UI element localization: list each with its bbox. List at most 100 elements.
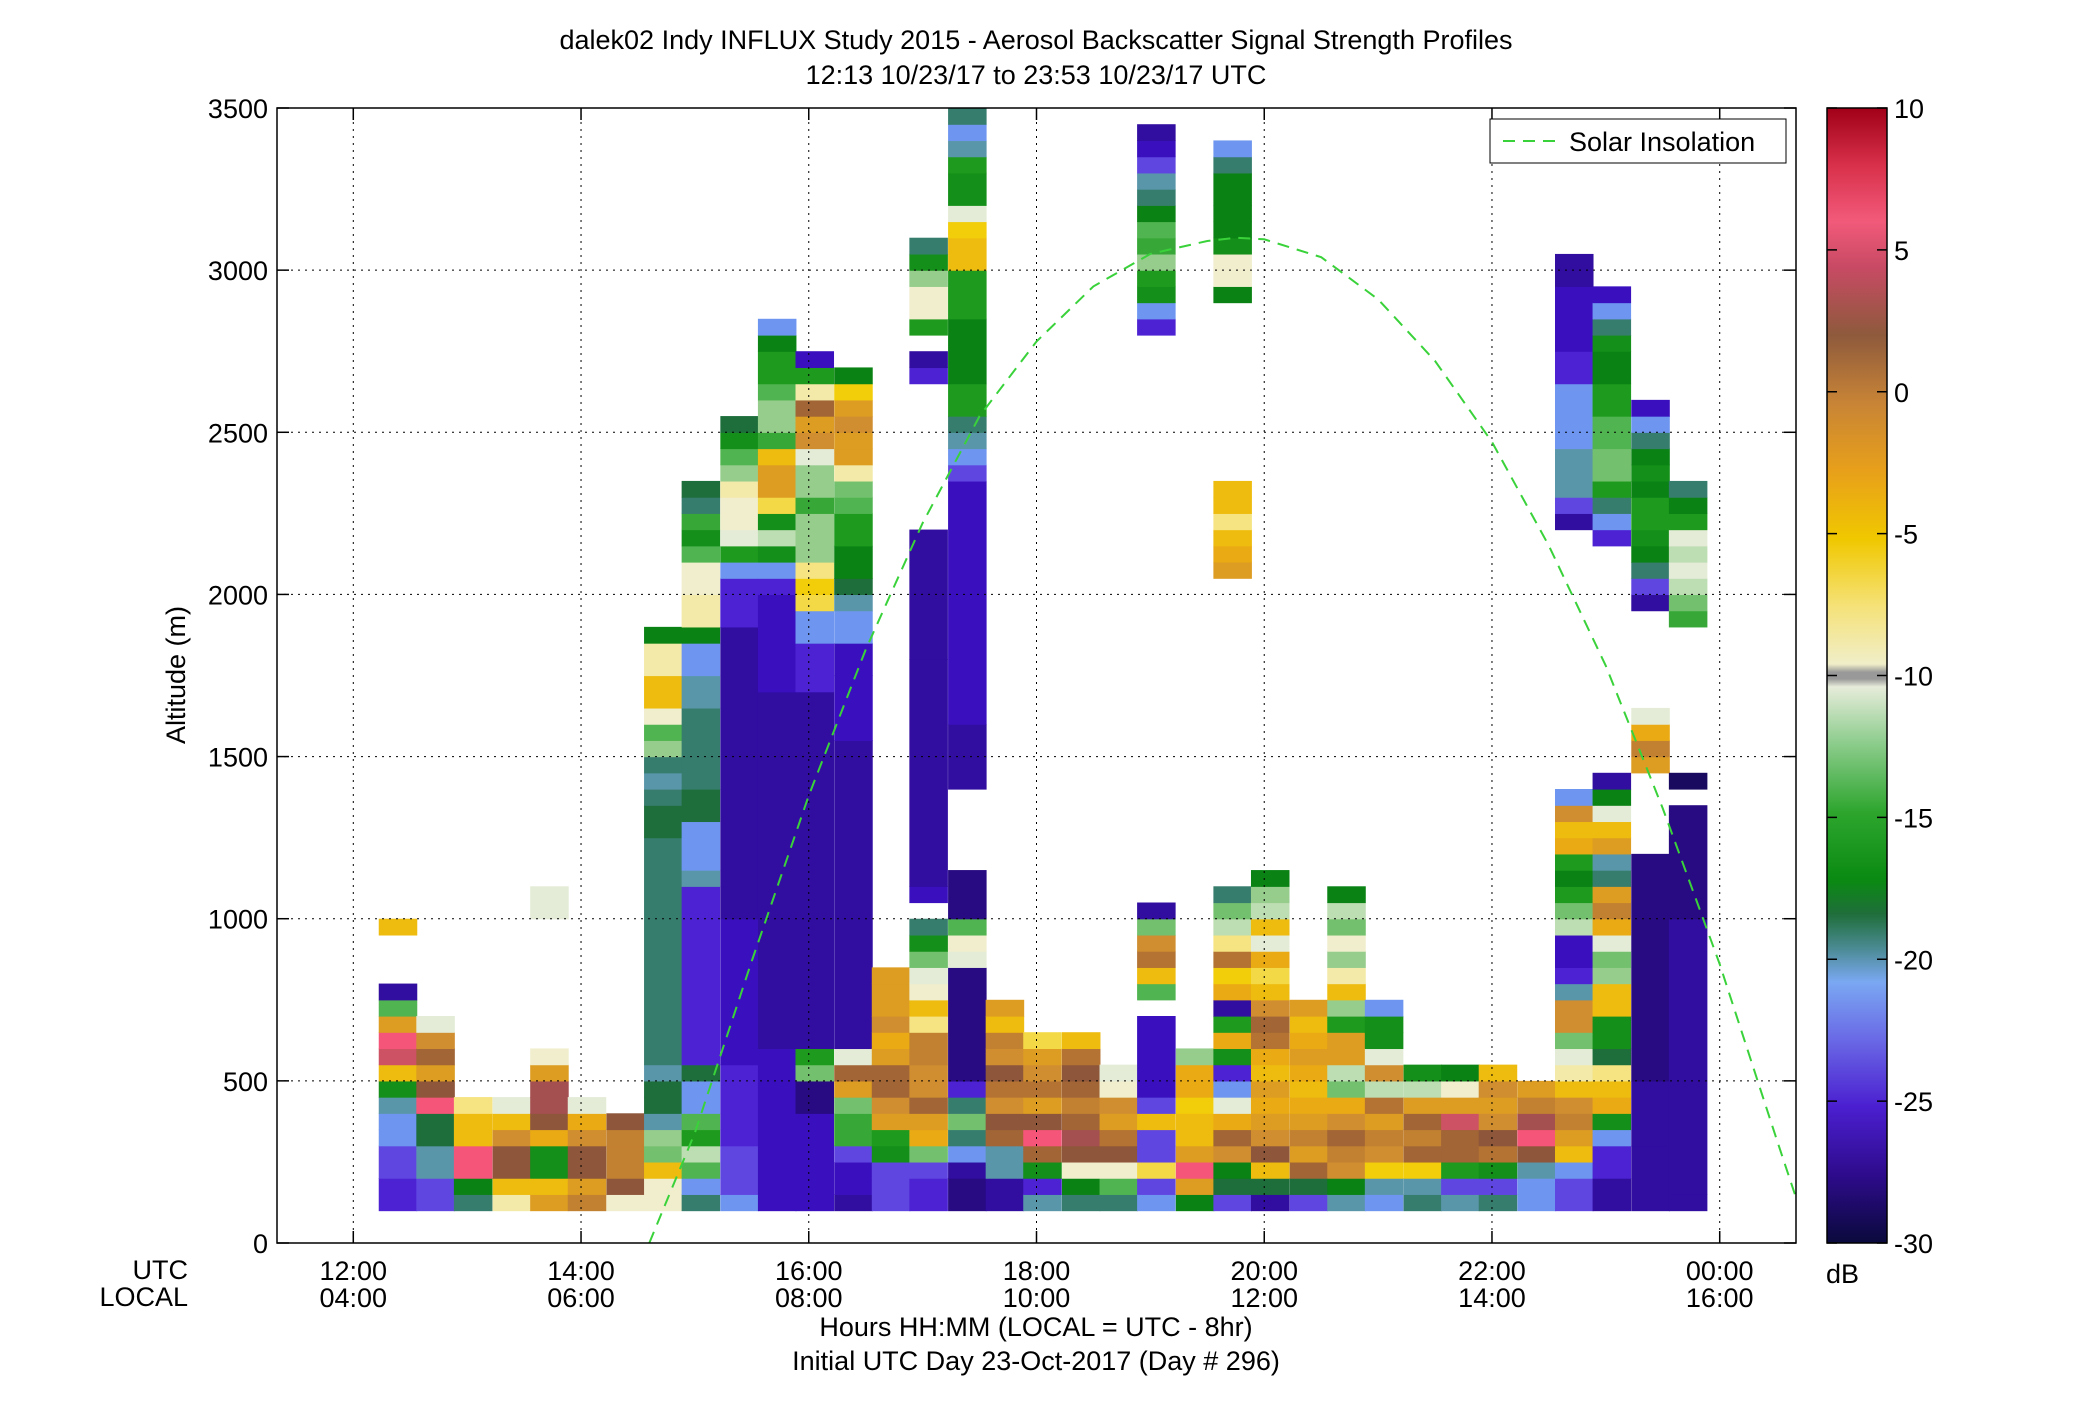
heatmap-cell (681, 562, 721, 596)
heatmap-cell (1099, 1129, 1139, 1147)
heatmap-cell (795, 464, 835, 498)
heatmap-cell (1668, 545, 1708, 563)
heatmap-cell (795, 367, 835, 385)
heatmap-cell (834, 545, 873, 579)
heatmap-cell (871, 1048, 911, 1066)
solar-insolation-curve (648, 236, 1796, 1243)
heatmap-cell (1023, 1097, 1062, 1114)
heatmap-cell (681, 707, 721, 758)
heatmap-cell (948, 156, 987, 174)
heatmap-cell (378, 1129, 418, 1147)
heatmap-cell (644, 1080, 683, 1098)
heatmap-cell (720, 448, 759, 466)
heatmap-cell (1137, 237, 1176, 255)
heatmap-cell (1099, 1145, 1139, 1163)
heatmap-cell (1555, 513, 1594, 531)
heatmap-cell (1250, 934, 1290, 952)
heatmap-cell (530, 1064, 569, 1082)
heatmap-cell (567, 1194, 607, 1212)
heatmap-cell (1099, 1113, 1139, 1131)
heatmap-cell (1213, 1064, 1252, 1082)
heatmap-cell (1631, 756, 1670, 774)
heatmap-cell (1592, 1064, 1632, 1082)
heatmap-cell (948, 464, 987, 482)
heatmap-cell (1592, 513, 1632, 531)
heatmap-cell (948, 108, 987, 125)
heatmap-cell (1137, 1016, 1176, 1098)
heatmap-cell (1289, 1194, 1329, 1212)
heatmap-cell (1137, 967, 1176, 985)
heatmap-cell (1213, 545, 1252, 563)
heatmap-cell (1364, 1113, 1404, 1131)
heatmap-cell (1478, 1161, 1518, 1179)
heatmap-cell (1668, 1194, 1708, 1212)
heatmap-cell (492, 1113, 532, 1131)
heatmap-cell (1289, 1048, 1329, 1066)
heatmap-cell (948, 480, 987, 725)
heatmap-cell (985, 1032, 1025, 1050)
heatmap-cell (1668, 480, 1708, 498)
heatmap-cell (1327, 1032, 1366, 1050)
heatmap-cell (1213, 1129, 1252, 1147)
heatmap-cell (1364, 1145, 1404, 1163)
heatmap-cell (985, 1048, 1025, 1066)
heatmap-cell (909, 934, 948, 952)
heatmap-cell (1061, 1113, 1101, 1131)
heatmap-cell (1061, 1145, 1101, 1163)
heatmap-cell (1592, 821, 1632, 839)
heatmap-cell (909, 237, 948, 255)
heatmap-cell (1555, 870, 1594, 887)
heatmap-cell (644, 659, 683, 677)
heatmap-cell (1364, 1064, 1404, 1082)
heatmap-cell (871, 967, 911, 985)
heatmap-cell (1555, 286, 1594, 320)
heatmap-cell (948, 172, 987, 206)
heatmap-cell (795, 594, 835, 612)
heatmap-cell (1555, 1161, 1594, 1179)
heatmap-cell (530, 1178, 569, 1195)
heatmap-cell (834, 464, 873, 482)
heatmap-cell (1213, 1032, 1252, 1050)
heatmap-cell (453, 1145, 493, 1179)
heatmap-cell (1478, 1080, 1518, 1098)
heatmap-cell (567, 1113, 607, 1131)
heatmap-cell (1289, 999, 1329, 1017)
heatmap-cell (644, 789, 683, 806)
heatmap-cell (948, 756, 987, 790)
heatmap-cell (834, 448, 873, 466)
heatmap-cell (1592, 497, 1632, 514)
heatmap-cell (909, 967, 948, 985)
heatmap-cell (1250, 1016, 1290, 1033)
heatmap-cell (606, 1129, 645, 1147)
heatmap-cell (1213, 934, 1252, 952)
heatmap-cell (681, 821, 721, 871)
heatmap-cell (871, 983, 911, 1017)
heatmap-cell (416, 1097, 455, 1114)
heatmap-cell (1250, 967, 1290, 985)
heatmap-cell (1289, 1064, 1329, 1082)
heatmap-cell (871, 1129, 911, 1147)
colorbar-tick-label: 0 (1894, 378, 1909, 408)
heatmap-cell (757, 335, 797, 352)
heatmap-cell (1592, 934, 1632, 952)
heatmap-cell (1364, 1048, 1404, 1066)
heatmap-cell (757, 351, 797, 385)
heatmap-cell (1327, 934, 1366, 952)
heatmap-cell (720, 562, 759, 579)
heatmap-cell (834, 578, 873, 596)
heatmap-cell (1631, 545, 1670, 563)
heatmap-cell (834, 367, 873, 385)
heatmap-cell (1441, 1097, 1480, 1114)
heatmap-cell (1592, 1080, 1632, 1098)
heatmap-cell (795, 383, 835, 401)
x-tick-label-utc: 18:00 (1003, 1256, 1071, 1286)
heatmap-cell (681, 1129, 721, 1147)
heatmap-cell (1555, 902, 1594, 920)
heatmap-cell (1592, 351, 1632, 385)
heatmap-cell (757, 529, 797, 547)
heatmap-cell (909, 886, 948, 904)
heatmap-cell (948, 270, 987, 320)
heatmap-cell (948, 1097, 987, 1114)
heatmap-cell (1668, 772, 1708, 790)
